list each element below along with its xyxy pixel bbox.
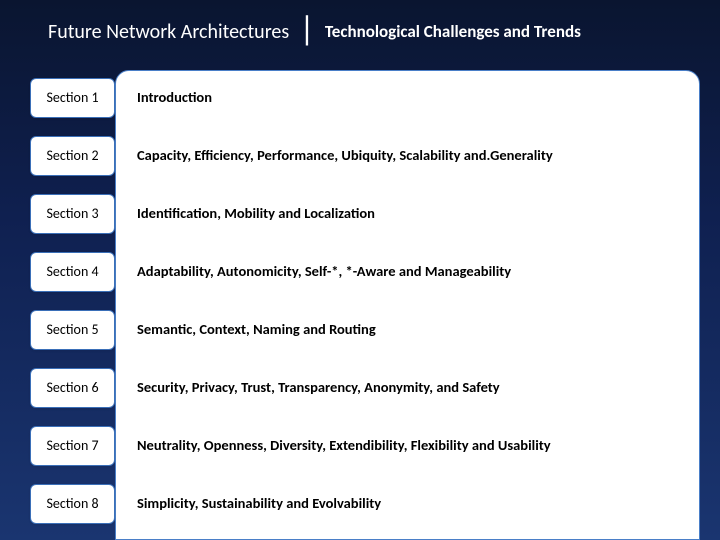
section-box: Section 5 [30, 310, 115, 350]
header-left-text: Future Network Architectures [48, 20, 289, 44]
section-desc: Introduction [137, 88, 212, 107]
section-desc: Simplicity, Sustainability and Evolvabil… [137, 494, 381, 513]
section-row: Section 1 Introduction [30, 75, 696, 120]
header-right-text: Technological Challenges and Trends [325, 21, 581, 42]
section-row: Section 7 Neutrality, Openness, Diversit… [30, 423, 696, 468]
section-desc: Adaptability, Autonomicity, Self-*, *-Aw… [137, 262, 511, 281]
section-row: Section 8 Simplicity, Sustainability and… [30, 481, 696, 526]
section-rows: Section 1 Introduction Section 2 Capacit… [30, 75, 696, 540]
section-box: Section 7 [30, 426, 115, 466]
section-desc: Semantic, Context, Naming and Routing [137, 320, 376, 339]
section-box: Section 6 [30, 368, 115, 408]
section-box: Section 8 [30, 484, 115, 524]
section-row: Section 4 Adaptability, Autonomicity, Se… [30, 249, 696, 294]
section-box: Section 2 [30, 136, 115, 176]
section-box: Section 4 [30, 252, 115, 292]
section-row: Section 6 Security, Privacy, Trust, Tran… [30, 365, 696, 410]
section-box: Section 3 [30, 194, 115, 234]
header-divider: | [299, 16, 315, 43]
section-desc: Identification, Mobility and Localizatio… [137, 204, 375, 223]
section-row: Section 2 Capacity, Efficiency, Performa… [30, 133, 696, 178]
section-desc: Neutrality, Openness, Diversity, Extendi… [137, 436, 551, 455]
section-row: Section 5 Semantic, Context, Naming and … [30, 307, 696, 352]
section-row: Section 3 Identification, Mobility and L… [30, 191, 696, 236]
slide-header: Future Network Architectures | Technolog… [0, 0, 720, 45]
section-box: Section 1 [30, 78, 115, 118]
section-desc: Capacity, Efficiency, Performance, Ubiqu… [137, 146, 553, 165]
section-desc: Security, Privacy, Trust, Transparency, … [137, 378, 500, 397]
